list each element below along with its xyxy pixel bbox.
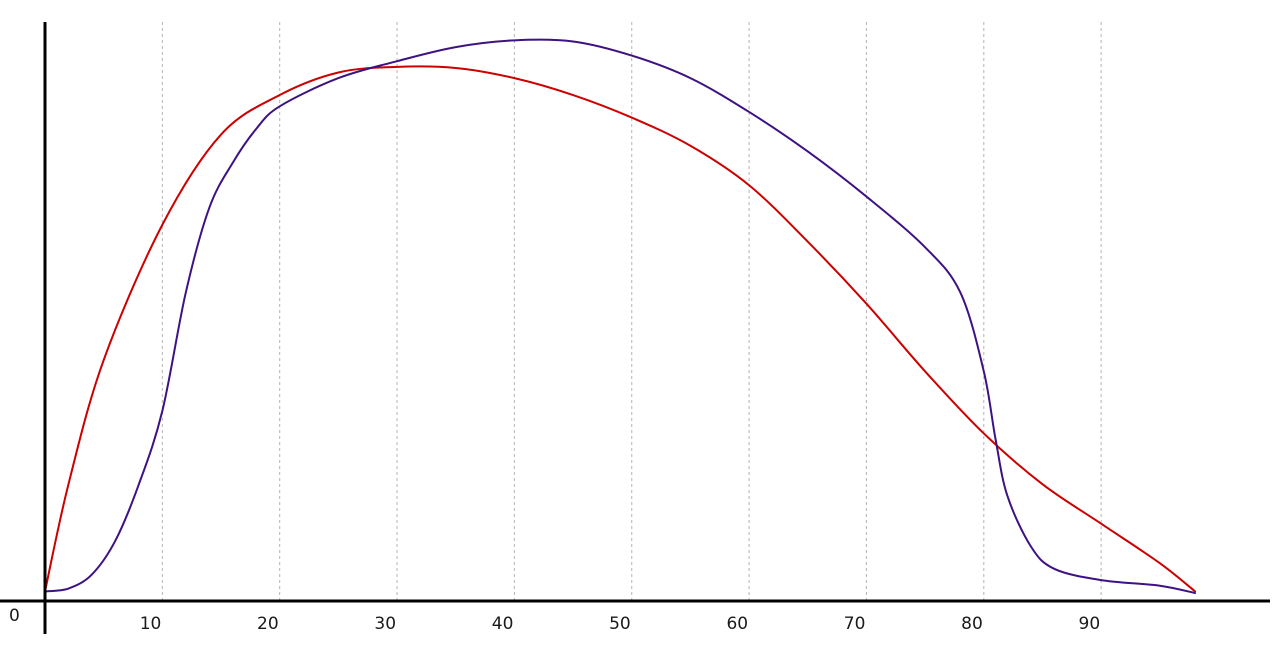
series-lines bbox=[44, 38, 1197, 595]
x-tick-label-60: 60 bbox=[726, 614, 748, 634]
series-line-1 bbox=[44, 65, 1197, 593]
x-tick-label-20: 20 bbox=[257, 614, 279, 634]
x-tick-label-70: 70 bbox=[844, 614, 866, 634]
origin-label: 0 bbox=[9, 606, 20, 626]
x-tick-label-10: 10 bbox=[140, 614, 162, 634]
x-tick-label-90: 90 bbox=[1079, 614, 1101, 634]
x-tick-label-40: 40 bbox=[492, 614, 514, 634]
series-line-2 bbox=[44, 38, 1197, 595]
x-tick-labels: 10 20 30 40 50 60 70 80 90 bbox=[140, 614, 1100, 634]
x-tick-label-80: 80 bbox=[961, 614, 983, 634]
x-tick-label-50: 50 bbox=[609, 614, 631, 634]
grid-lines bbox=[161, 22, 1102, 600]
x-tick-label-30: 30 bbox=[374, 614, 396, 634]
